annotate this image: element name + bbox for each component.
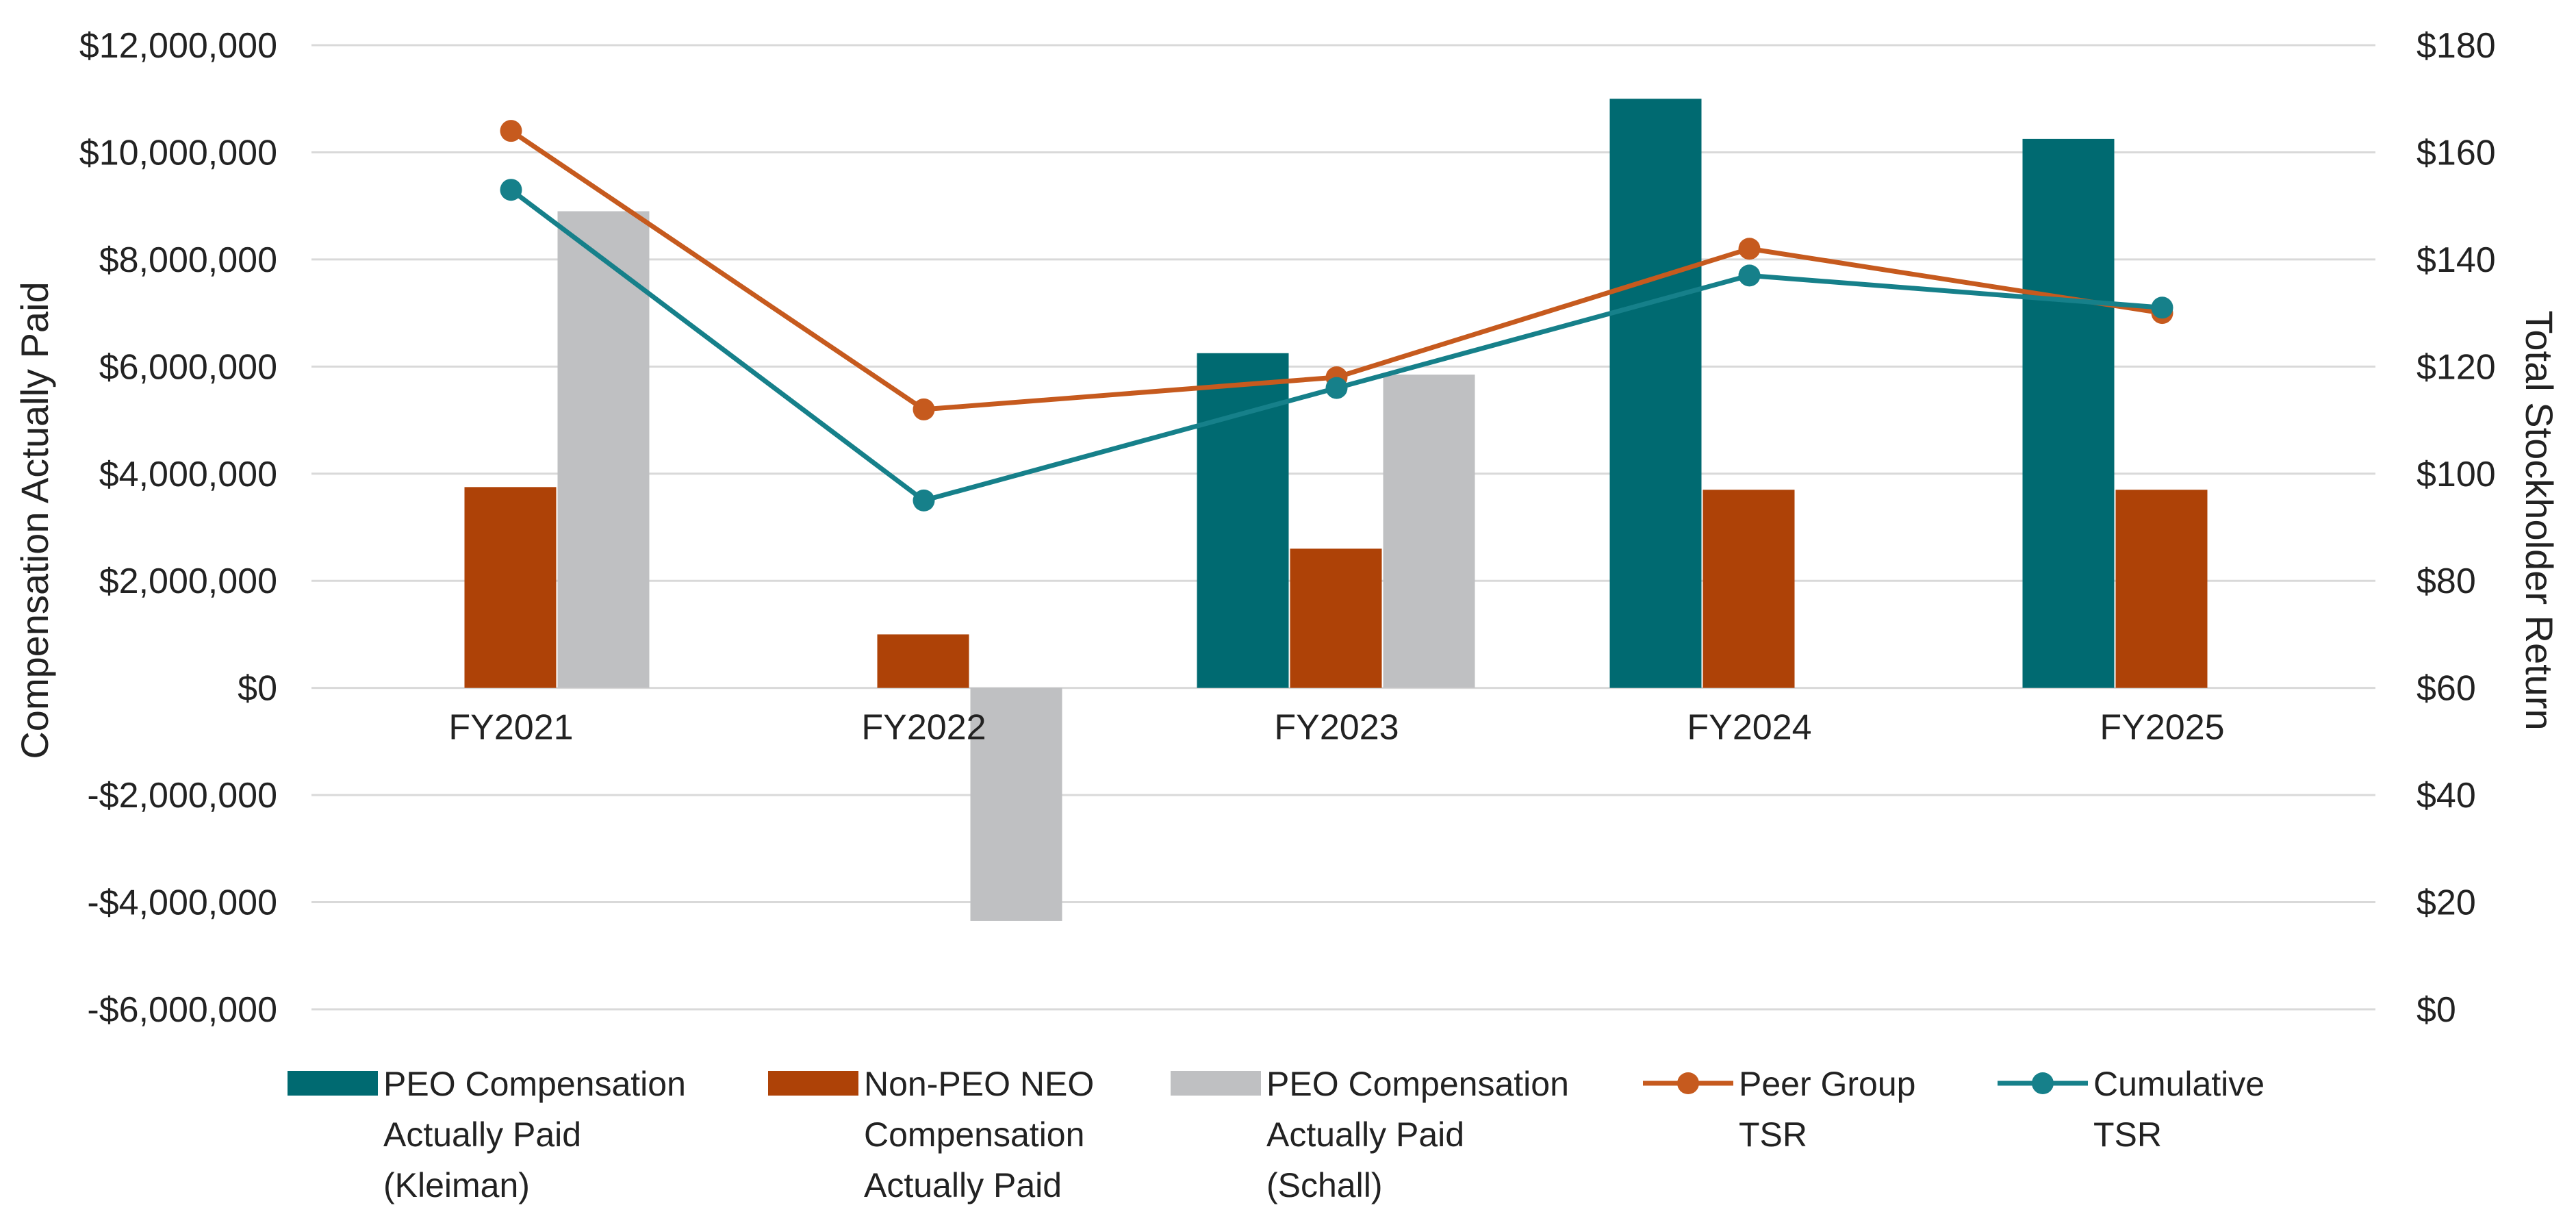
legend-label-cumulative: TSR <box>2093 1115 2162 1154</box>
legend-marker-cumulative <box>2032 1072 2054 1094</box>
point-peer-FY2022 <box>913 398 935 420</box>
bar-non_peo-FY2023 <box>1290 548 1382 688</box>
right-tick-label: $160 <box>2416 133 2496 173</box>
left-tick-label: -$6,000,000 <box>87 990 277 1030</box>
point-cumulative-FY2023 <box>1325 377 1348 399</box>
bar-schall-FY2021 <box>557 211 650 688</box>
right-axis-ticks: $180 $160 $140 $120 $100 $80 $60 $40 $20 $0 <box>2416 26 2496 1030</box>
bars <box>464 99 2208 921</box>
legend-swatch-kleiman <box>288 1071 378 1096</box>
point-peer-FY2024 <box>1738 238 1761 260</box>
legend-label-schall: Actually Paid <box>1266 1115 1464 1154</box>
bar-kleiman-FY2024 <box>1609 99 1702 688</box>
bar-kleiman-FY2025 <box>2022 138 2115 688</box>
legend-swatch-non_peo <box>768 1071 858 1096</box>
left-tick-label: $6,000,000 <box>99 347 277 387</box>
x-tick-label: FY2023 <box>1274 708 1399 748</box>
legend-label-schall: (Schall) <box>1266 1166 1382 1204</box>
bar-schall-FY2022 <box>970 687 1062 921</box>
line-cumulative <box>509 188 2163 503</box>
legend-label-kleiman: (Kleiman) <box>383 1166 530 1204</box>
right-tick-label: $0 <box>2416 990 2456 1030</box>
tsr-lines <box>500 120 2173 512</box>
left-axis-title: Compensation Actually Paid <box>13 281 56 759</box>
left-tick-label: $0 <box>238 669 277 709</box>
right-tick-label: $60 <box>2416 669 2476 709</box>
point-cumulative-FY2025 <box>2151 296 2173 319</box>
x-tick-label: FY2024 <box>1687 708 1811 748</box>
left-tick-label: $8,000,000 <box>99 240 277 280</box>
legend-label-kleiman: Actually Paid <box>383 1115 581 1154</box>
legend-swatch-schall <box>1171 1071 1261 1096</box>
right-tick-label: $120 <box>2416 347 2496 387</box>
legend: PEO Compensation Actually Paid (Kleiman) No… <box>288 1065 2265 1204</box>
left-axis-ticks: $12,000,000 $10,000,000 $8,000,000 $6,000,0… <box>79 26 277 1030</box>
bar-non_peo-FY2024 <box>1703 490 1795 688</box>
legend-marker-peer <box>1677 1072 1699 1094</box>
bar-schall-FY2023 <box>1383 375 1475 688</box>
left-tick-label: $4,000,000 <box>99 455 277 494</box>
legend-label-cumulative: Cumulative <box>2093 1065 2265 1103</box>
point-cumulative-FY2024 <box>1738 264 1761 287</box>
point-cumulative-FY2022 <box>913 489 935 512</box>
x-axis-ticks: FY2021 FY2022 FY2023 FY2024 FY2025 <box>448 708 2224 748</box>
bar-non_peo-FY2021 <box>464 487 557 688</box>
right-axis-title: Total Stockholder Return <box>2518 310 2561 730</box>
point-cumulative-FY2021 <box>500 179 522 201</box>
legend-label-non_peo: Actually Paid <box>864 1166 1062 1204</box>
right-tick-label: $100 <box>2416 455 2496 494</box>
right-tick-label: $80 <box>2416 561 2476 601</box>
left-tick-label: $10,000,000 <box>79 133 277 173</box>
left-tick-label: $12,000,000 <box>79 26 277 66</box>
legend-label-non_peo: Compensation <box>864 1115 1084 1154</box>
right-tick-label: $20 <box>2416 883 2476 923</box>
point-peer-FY2021 <box>500 120 522 142</box>
legend-label-schall: PEO Compensation <box>1266 1065 1569 1103</box>
left-tick-label: -$2,000,000 <box>87 776 277 816</box>
right-tick-label: $180 <box>2416 26 2496 66</box>
legend-label-non_peo: Non-PEO NEO <box>864 1065 1094 1103</box>
right-tick-label: $40 <box>2416 776 2476 816</box>
x-tick-label: FY2025 <box>2100 708 2224 748</box>
left-tick-label: $2,000,000 <box>99 561 277 601</box>
legend-label-peer: Peer Group <box>1739 1065 1915 1103</box>
right-tick-label: $140 <box>2416 240 2496 280</box>
legend-label-peer: TSR <box>1739 1115 1807 1154</box>
x-tick-label: FY2021 <box>448 708 573 748</box>
left-tick-label: -$4,000,000 <box>87 883 277 923</box>
legend-label-kleiman: PEO Compensation <box>383 1065 686 1103</box>
bar-non_peo-FY2022 <box>877 634 969 688</box>
bar-non_peo-FY2025 <box>2115 490 2208 688</box>
bar-kleiman-FY2023 <box>1197 353 1289 688</box>
x-tick-label: FY2022 <box>861 708 986 748</box>
